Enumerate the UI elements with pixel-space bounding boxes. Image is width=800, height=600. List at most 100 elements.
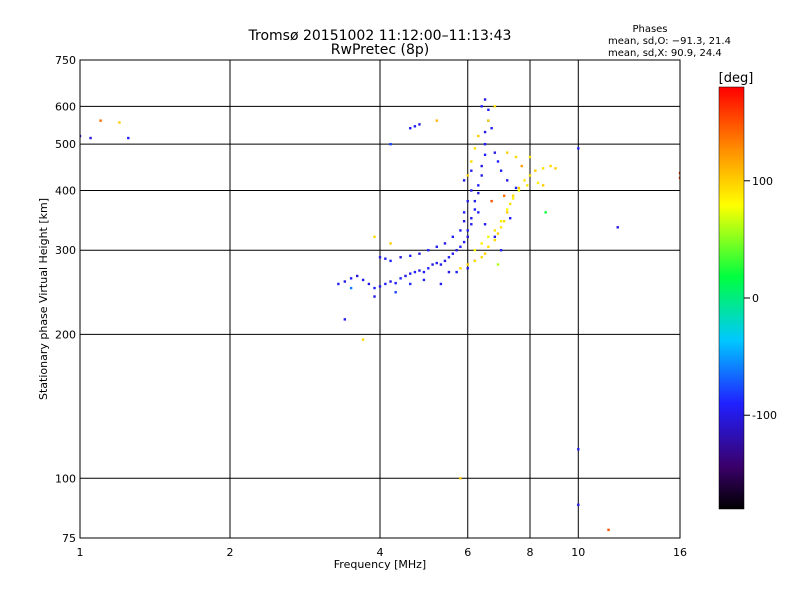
data-point-o xyxy=(409,126,412,130)
data-point-x xyxy=(505,211,509,214)
data-point-o xyxy=(477,184,480,187)
data-point-x xyxy=(554,167,557,170)
data-point-o xyxy=(418,252,421,255)
data-point-o xyxy=(477,191,480,195)
data-point-o xyxy=(427,267,430,270)
data-point-x xyxy=(549,164,552,168)
data-point-x xyxy=(487,119,490,122)
data-point-o xyxy=(480,174,483,177)
data-point-o xyxy=(404,274,407,278)
data-point-x xyxy=(361,338,365,341)
data-point-x xyxy=(496,232,500,235)
colorbar-scale xyxy=(718,86,745,510)
data-point-o xyxy=(496,160,500,163)
y-axis-label: Stationary phase Virtual Height [km] xyxy=(37,198,50,400)
data-point-x xyxy=(473,147,477,150)
y-tick-label: 200 xyxy=(55,328,76,341)
data-point-o xyxy=(418,123,421,126)
data-point-x xyxy=(514,155,518,159)
data-point-o xyxy=(466,199,469,203)
colorbar-tick-label: 100 xyxy=(752,175,773,188)
data-point-o xyxy=(418,269,421,272)
y-tick-label: 100 xyxy=(55,472,76,485)
data-point-o xyxy=(483,153,487,157)
data-point-o xyxy=(422,278,426,282)
data-point-x xyxy=(517,186,521,190)
data-point-x xyxy=(528,155,532,159)
data-point-o xyxy=(378,256,382,259)
data-point-o xyxy=(399,256,402,259)
plot-frame xyxy=(79,59,681,539)
data-point-o xyxy=(508,217,512,220)
data-point-o xyxy=(343,280,347,283)
data-point-x xyxy=(678,176,680,180)
data-point-x xyxy=(526,184,529,187)
data-point-o xyxy=(89,136,92,140)
data-point-o xyxy=(505,179,509,182)
data-point-o xyxy=(470,169,473,172)
data-point-x xyxy=(477,134,480,138)
data-point-o xyxy=(451,235,455,239)
data-point-x xyxy=(508,202,512,206)
data-point-o xyxy=(343,318,347,321)
colorbar-ticks: -100 0 100 xyxy=(744,175,777,422)
data-point-o xyxy=(439,282,443,286)
data-point-x xyxy=(99,119,102,122)
data-point-o xyxy=(514,186,518,190)
colorbar-tick-label: -100 xyxy=(752,409,777,422)
data-point-o xyxy=(462,220,466,223)
x-tick-label: 2 xyxy=(227,546,234,559)
data-point-x xyxy=(470,160,473,163)
data-point-o xyxy=(435,245,438,248)
data-point-o xyxy=(483,98,487,101)
data-point-x xyxy=(536,181,540,185)
x-tick-label: 8 xyxy=(527,546,534,559)
x-tick-label: 1 xyxy=(77,546,84,559)
data-point-x xyxy=(493,105,497,108)
data-point-x xyxy=(607,528,610,532)
data-point-o xyxy=(367,282,371,286)
y-tick-label: 500 xyxy=(55,138,76,151)
plot-grid xyxy=(80,60,680,538)
data-point-x xyxy=(473,259,477,263)
data-point-o xyxy=(427,249,430,252)
data-point-o xyxy=(378,285,382,288)
data-point-o xyxy=(466,229,469,232)
data-point-o xyxy=(451,252,455,255)
data-point-x xyxy=(496,263,500,266)
data-point-x xyxy=(435,119,438,122)
data-point-x xyxy=(534,169,537,172)
data-point-x xyxy=(466,174,469,177)
data-point-o xyxy=(616,226,619,229)
data-point-o xyxy=(409,282,412,286)
data-point-x xyxy=(487,245,490,248)
data-point-o xyxy=(455,249,458,252)
data-point-o xyxy=(443,259,447,263)
data-point-x xyxy=(493,229,497,232)
data-point-x xyxy=(517,189,521,192)
data-point-o xyxy=(487,108,490,112)
data-point-o xyxy=(577,503,580,507)
data-point-o xyxy=(413,125,417,128)
data-point-x xyxy=(528,174,532,177)
data-point-o xyxy=(459,245,462,248)
data-point-o xyxy=(435,261,438,265)
data-point-o xyxy=(349,286,353,290)
chart-title: Tromsø 20151002 11:12:00–11:13:43 xyxy=(248,28,512,44)
data-point-o xyxy=(477,211,480,214)
data-point-x xyxy=(678,171,680,175)
data-point-x xyxy=(493,238,497,242)
chart-subtitle: RwPretec (8p) xyxy=(331,42,429,58)
x-tick-label: 16 xyxy=(673,546,687,559)
data-point-x xyxy=(459,477,462,480)
data-point-o xyxy=(355,274,359,278)
data-point-x xyxy=(541,184,545,187)
data-point-o xyxy=(389,142,392,146)
colorbar: [deg] -100 0 100 xyxy=(718,71,777,510)
data-point-o xyxy=(577,147,580,150)
data-point-o xyxy=(349,277,353,280)
x-axis-ticks: 1 2 4 6 8 10 16 xyxy=(77,546,688,559)
data-point-o xyxy=(389,280,392,283)
data-point-o xyxy=(499,249,503,252)
